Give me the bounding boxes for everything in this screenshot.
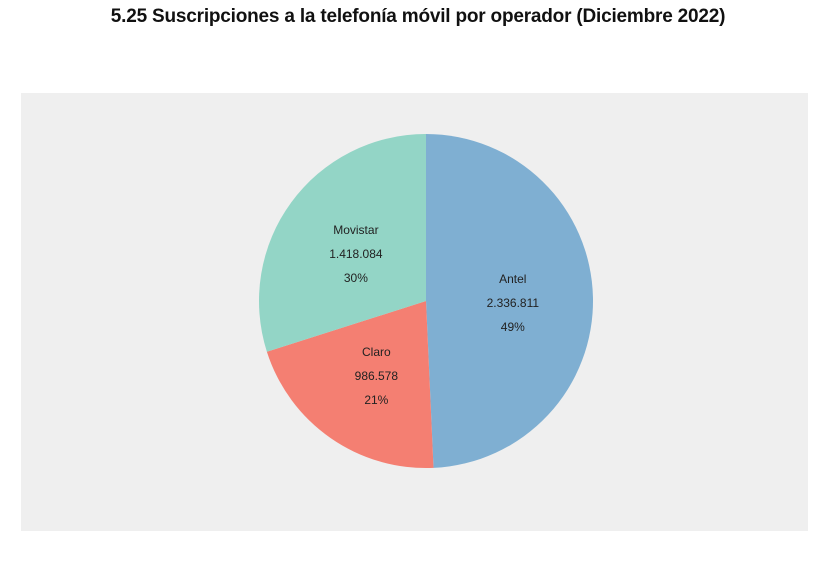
slice-label-claro-pct: 21% (364, 393, 388, 407)
pie-chart: Antel 2.336.811 49% Claro 986.578 21% Movistar… (259, 134, 594, 468)
slice-label-movistar-pct: 30% (344, 271, 368, 285)
slice-label-antel-pct: 49% (501, 320, 525, 334)
chart-title: 5.25 Suscripciones a la telefonía móvil … (110, 6, 726, 27)
slice-label-claro-name: Claro (362, 345, 391, 359)
pie-slice-movistar (259, 134, 426, 352)
slice-label-movistar-name: Movistar (333, 223, 378, 237)
chart-area: Antel 2.336.811 49% Claro 986.578 21% Movistar… (21, 93, 808, 531)
slice-label-claro-value: 986.578 (355, 369, 399, 383)
pie-slice-antel (426, 134, 594, 468)
pie-slice-claro (266, 301, 434, 468)
slice-label-antel-value: 2.336.811 (487, 296, 540, 310)
slice-label-movistar-value: 1.418.084 (329, 247, 383, 261)
slice-label-antel-name: Antel (499, 272, 526, 286)
